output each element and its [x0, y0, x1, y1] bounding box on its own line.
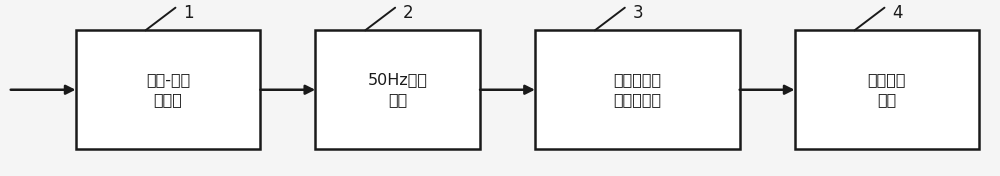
Bar	[315, 30, 480, 149]
Text: 2: 2	[403, 4, 414, 22]
Text: 1: 1	[183, 4, 194, 22]
Text: 4: 4	[892, 4, 903, 22]
Text: 电流-电压
转换器: 电流-电压 转换器	[146, 72, 190, 107]
Text: 50Hz陷波
电路: 50Hz陷波 电路	[368, 72, 428, 107]
Bar	[535, 30, 740, 149]
Text: 一阶低通滤
波放大电路: 一阶低通滤 波放大电路	[613, 72, 661, 107]
Text: 电位抬升
模块: 电位抬升 模块	[868, 72, 906, 107]
Bar	[795, 30, 979, 149]
Text: 3: 3	[633, 4, 643, 22]
Bar	[76, 30, 260, 149]
